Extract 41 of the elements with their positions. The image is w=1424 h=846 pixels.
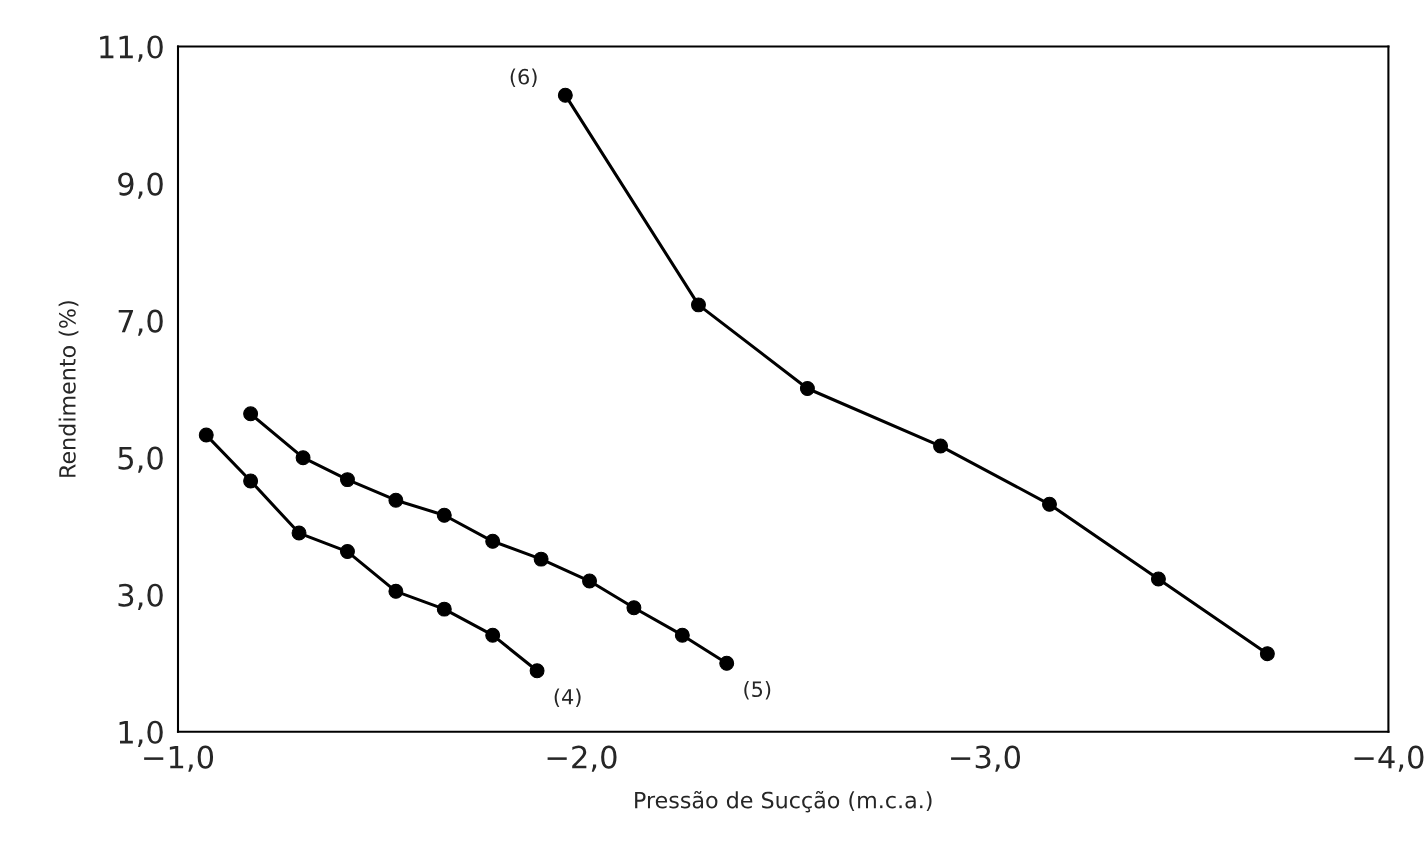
x-tick-label: −4,0 [1354, 745, 1424, 772]
point [485, 533, 501, 549]
point [1259, 646, 1275, 662]
point [557, 87, 573, 103]
point [436, 507, 452, 523]
y-tick-label: 7,0 [118, 309, 163, 336]
point [933, 438, 949, 454]
point [674, 627, 690, 643]
x-tick-label: −3,0 [951, 745, 1020, 772]
x-axis-title: Pressão de Sucção (m.c.a.) [635, 790, 932, 813]
point [291, 525, 307, 541]
point [339, 544, 355, 560]
point [533, 551, 549, 567]
annotation: (6) [510, 68, 537, 88]
point [388, 583, 404, 599]
point [243, 473, 259, 489]
point [436, 601, 452, 617]
annotation: (4) [554, 688, 581, 708]
y-tick-label: 9,0 [118, 172, 163, 199]
point [529, 663, 545, 679]
point [485, 627, 501, 643]
x-tick-label: −2,0 [547, 745, 617, 772]
y-tick-label: 5,0 [118, 446, 163, 473]
y-tick-label: 3,0 [118, 583, 163, 610]
point [243, 406, 259, 422]
point [626, 600, 642, 616]
point [1042, 496, 1057, 512]
x-tick-label: −1,0 [144, 745, 214, 772]
point [295, 450, 311, 466]
point [582, 573, 597, 589]
y-tick-label: 11,0 [100, 35, 163, 62]
y-axis-title: Rendimento (%) [58, 301, 79, 477]
point [339, 472, 355, 488]
point [799, 381, 815, 396]
point [198, 427, 214, 443]
point [719, 655, 735, 671]
point [1150, 571, 1166, 587]
point [388, 492, 404, 508]
annotation: (5) [744, 680, 771, 700]
y-tick-label: 1,0 [119, 720, 163, 747]
point [691, 297, 706, 313]
